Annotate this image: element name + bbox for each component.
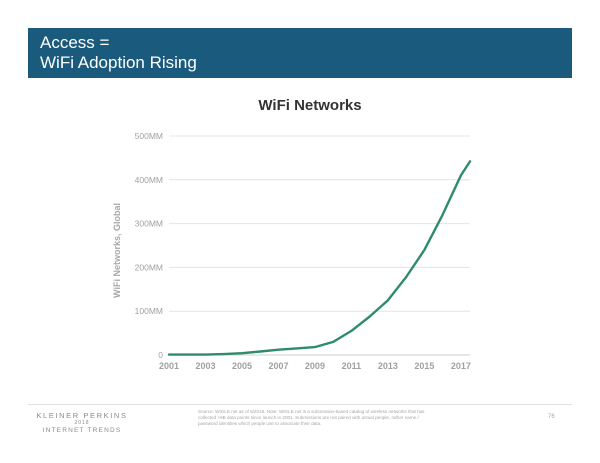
source-note: Source: WIGLE.net as of 5/2018. Note: WI… [198,409,425,426]
logo-line-3: INTERNET TRENDS [42,427,122,434]
x-tick-label: 2017 [451,361,471,371]
y-tick-label: 0 [158,350,163,360]
wifi-networks-series-line [167,160,472,356]
y-axis-label: WiFi Networks, Global [112,203,122,298]
y-tick-label: 100MM [135,306,163,316]
y-tick-label: 300MM [135,219,163,229]
x-tick-label: 2009 [305,361,325,371]
x-tick-label: 2015 [414,361,434,371]
x-tick-label: 2005 [232,361,252,371]
y-tick-label: 400MM [135,175,163,185]
x-tick-label: 2013 [378,361,398,371]
slide-title-line-2: WiFi Adoption Rising [40,53,197,72]
y-tick-label: 500MM [135,131,163,141]
slide-title-line-1: Access = [40,33,110,52]
y-tick-label: 200MM [135,262,163,272]
page-number: 76 [548,414,555,420]
x-tick-label: 2001 [159,361,179,371]
logo-line-2: 2018 [74,420,90,426]
wifi-networks-chart: 0 100MM 200MM 300MM 400MM 500MM 2001 2003 2005 20… [112,131,472,371]
chart-title: WiFi Networks [258,97,362,114]
x-tick-label: 2011 [342,361,362,371]
kleiner-perkins-logo: KLEINER PERKINS 2018 INTERNET TRENDS [34,411,130,435]
x-tick-label: 2003 [195,361,215,371]
logo-line-1: KLEINER PERKINS [36,411,128,420]
title-bar: Access = WiFi Adoption Rising [28,28,572,78]
x-tick-label: 2007 [268,361,288,371]
footer-divider [28,404,572,405]
